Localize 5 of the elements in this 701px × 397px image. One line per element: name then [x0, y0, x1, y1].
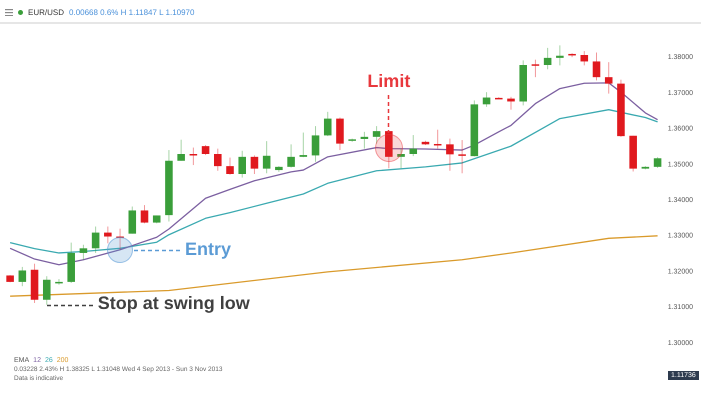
chart-subtitle: 0.00668 0.6% H 1.11847 L 1.10970	[69, 8, 194, 17]
chart-title: EUR/USD	[28, 8, 64, 17]
annotation: Limit	[366, 71, 412, 92]
annotation: Entry	[185, 239, 232, 260]
annotation: Stop at swing low	[98, 293, 250, 314]
